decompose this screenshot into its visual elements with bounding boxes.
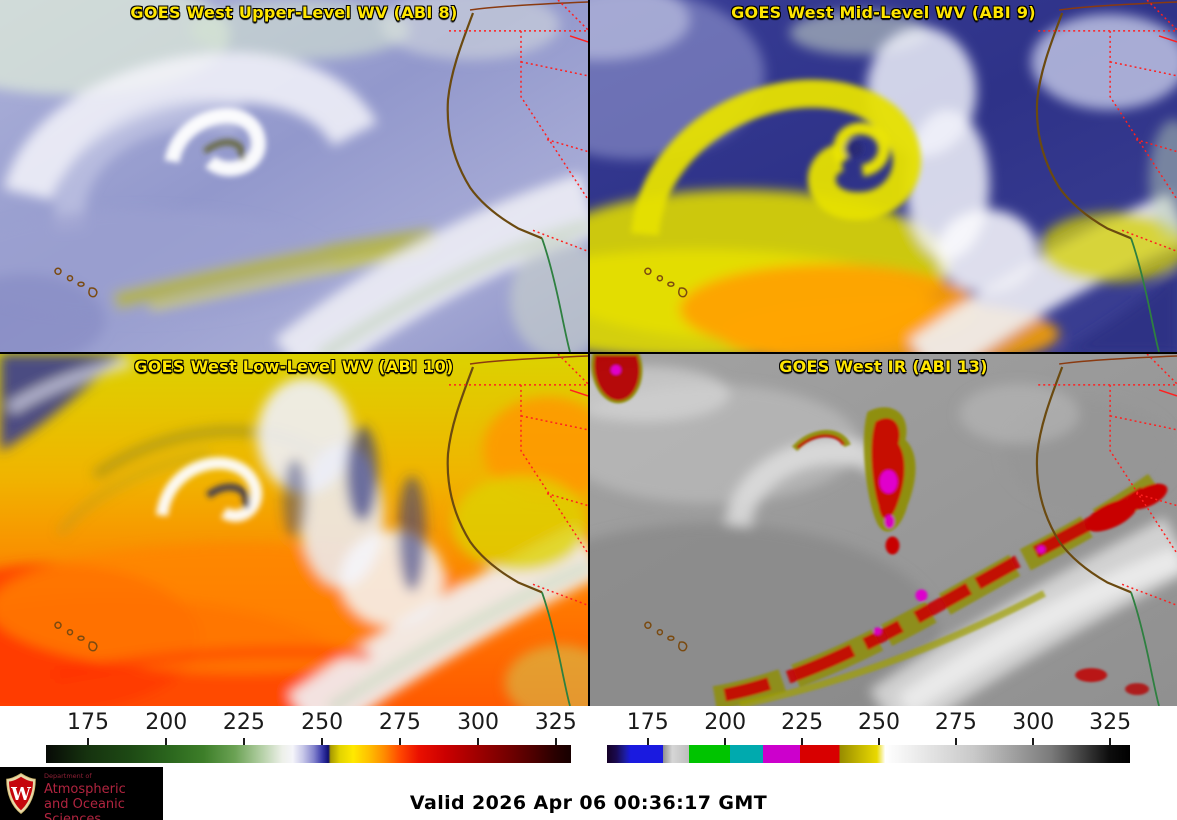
colorbar-tick-mark: [554, 738, 557, 745]
uw-crest-icon: W: [6, 773, 36, 815]
colorbar-tick-label: 250: [301, 710, 344, 735]
colorbar-tick-label: 175: [626, 710, 669, 735]
colorbar-tick-label: 225: [222, 710, 265, 735]
valid-timestamp: Valid 2026 Apr 06 00:36:17 GMT: [409, 792, 768, 814]
colorbar-tick-label: 200: [145, 710, 188, 735]
panel-abi10: GOES West Low-Level WV (ABI 10): [0, 354, 588, 706]
colorbar-tick-label: 275: [934, 710, 977, 735]
colorbar-tick-mark: [242, 738, 245, 745]
panel-abi8: GOES West Upper-Level WV (ABI 8): [0, 0, 588, 352]
colorbar-tick-label: 250: [857, 710, 900, 735]
logo-atmospheric: Atmospheric: [44, 782, 126, 797]
panel-title-abi9: GOES West Mid-Level WV (ABI 9): [731, 3, 1036, 22]
panel-abi9: GOES West Mid-Level WV (ABI 9): [590, 0, 1177, 352]
wv-colorbar: 175 200 225 250 275 300 325: [46, 710, 577, 766]
abi10-imagery: [0, 354, 588, 706]
satellite-panels: GOES West Upper-Level WV (ABI 8): [0, 0, 1177, 706]
logo-department-of: Department of: [44, 772, 92, 780]
panel-title-abi13: GOES West IR (ABI 13): [779, 357, 988, 376]
wv-colorbar-gradient: [46, 745, 571, 763]
ir-colorbar-tick-marks: [607, 737, 1130, 745]
abi9-imagery: [590, 0, 1177, 352]
colorbar-tick-mark: [398, 738, 401, 745]
colorbar-tick-label: 225: [781, 710, 824, 735]
colorbar-tick-mark: [321, 738, 324, 745]
colorbar-tick-mark: [477, 738, 480, 745]
colorbar-tick-mark: [646, 738, 649, 745]
colorbar-tick-label: 325: [534, 710, 577, 735]
panel-title-abi8: GOES West Upper-Level WV (ABI 8): [130, 3, 458, 22]
colorbar-tick-mark: [87, 738, 89, 745]
uw-aos-logo: W Department of Atmospheric and Oceanic …: [0, 767, 163, 820]
colorbar-tick-label: 300: [1012, 710, 1055, 735]
colorbar-tick-mark: [954, 738, 957, 745]
abi13-imagery: [590, 354, 1177, 706]
colorbar-tick-mark: [877, 738, 880, 745]
logo-oceanic-sciences: and Oceanic Sciences: [44, 797, 125, 820]
uw-aos-logo-text: Department of Atmospheric and Oceanic Sc…: [44, 772, 163, 820]
colorbar-tick-mark: [1032, 738, 1035, 745]
colorbar-tick-label: 200: [704, 710, 747, 735]
wv-colorbar-tick-marks: [46, 737, 571, 745]
colorbar-tick-mark: [165, 738, 168, 745]
colorbar-tick-mark: [801, 738, 804, 745]
colorbar-tick-label: 300: [457, 710, 500, 735]
colorbar-tick-mark: [724, 738, 727, 745]
svg-text:W: W: [10, 784, 31, 805]
panel-title-abi10: GOES West Low-Level WV (ABI 10): [134, 357, 454, 376]
ir-colorbar-tick-labels: 175 200 225 250 275 300 325: [607, 710, 1132, 737]
colorbar-tick-mark: [1109, 738, 1112, 745]
ir-colorbar-gradient: [607, 745, 1130, 763]
colorbar-tick-label: 275: [378, 710, 421, 735]
wv-colorbar-tick-labels: 175 200 225 250 275 300 325: [46, 710, 577, 737]
panel-abi13: GOES West IR (ABI 13): [590, 354, 1177, 706]
colorbar-tick-label: 175: [67, 710, 109, 735]
abi8-imagery: [0, 0, 588, 352]
colorbar-tick-label: 325: [1089, 710, 1132, 735]
ir-colorbar: 175 200 225 250 275 300 325: [607, 710, 1132, 766]
